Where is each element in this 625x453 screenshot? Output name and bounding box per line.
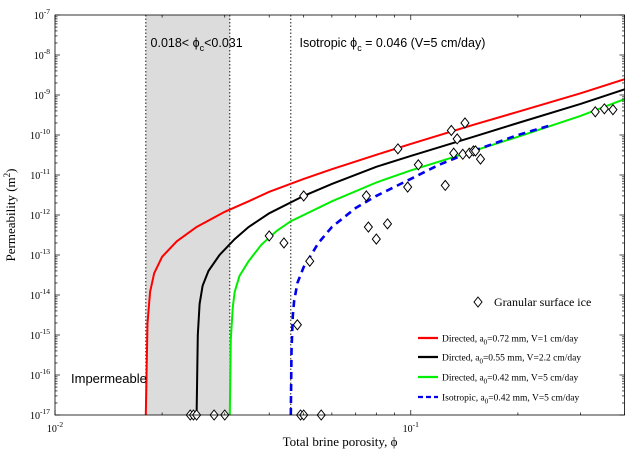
series-line-0 — [144, 78, 625, 416]
scatter-point — [470, 145, 481, 157]
x-axis-label: Total brine porosity, ϕ — [283, 434, 398, 449]
x-tick-label: 10-1 — [403, 420, 419, 435]
y-tick-label: 10-8 — [34, 47, 50, 62]
series-line-1 — [195, 88, 625, 416]
scatter-point — [449, 147, 459, 160]
y-tick-label: 10-14 — [30, 287, 50, 302]
scatter-point — [279, 237, 289, 249]
scatter-point — [371, 233, 381, 245]
scatter-point — [608, 103, 618, 116]
scatter-point — [460, 117, 470, 129]
y-tick-label: 10-10 — [30, 127, 50, 142]
scatter-point — [382, 218, 393, 230]
scatter-point — [452, 133, 462, 145]
y-tick-label: 10-16 — [30, 367, 50, 382]
scatter-point — [413, 158, 423, 171]
model-curves — [144, 78, 625, 416]
y-tick-label: 10-15 — [30, 327, 50, 342]
legend-line-label: Directed, a0=0.72 mm, V=1 cm/day — [442, 335, 578, 347]
legend-scatter-marker — [473, 296, 483, 308]
axis-ticks — [54, 14, 625, 416]
scatter-point — [363, 221, 374, 233]
scatter-point — [361, 190, 371, 202]
impermeable-annotation: Impermeable — [71, 371, 147, 386]
scatter-point — [446, 124, 456, 137]
y-tick-label: 10-9 — [34, 87, 50, 102]
y-tick-label: 10-17 — [30, 407, 50, 422]
scatter-point — [264, 230, 274, 242]
scatter-point — [299, 190, 309, 202]
critical-porosity-band — [145, 15, 230, 415]
y-tick-label: 10-13 — [30, 247, 50, 262]
scatter-point — [403, 181, 413, 193]
legend-line-label: Directed, a0=0.42 mm, V=5 cm/day — [442, 374, 578, 386]
scatter-point — [393, 143, 403, 155]
scatter-point — [292, 318, 303, 331]
y-axis-label: Permeability (m2) — [2, 169, 18, 262]
series-line-3 — [289, 123, 553, 416]
legend-line-label: Isotropic, a0=0.42 mm, V=5 cm/day — [442, 394, 580, 406]
series-line-2 — [228, 97, 625, 416]
axis-tick-labels: 10-1710-1610-1510-1410-1310-1210-1110-10… — [30, 7, 419, 435]
scatter-point — [440, 179, 450, 192]
shaded-band — [145, 15, 230, 415]
scatter-point — [305, 255, 315, 267]
x-tick-label: 10-2 — [47, 420, 63, 435]
y-tick-label: 10-11 — [30, 167, 50, 182]
y-tick-label: 10-7 — [34, 7, 50, 22]
scatter-point — [475, 153, 486, 165]
scatter-point — [590, 106, 600, 118]
legend: Granular surface ice Directed, a0=0.72 mm… — [418, 295, 591, 406]
critical-band-annotation: 0.018< ϕc<0.031 — [151, 36, 243, 53]
y-tick-label: 10-12 — [30, 207, 50, 222]
isotropic-critical-annotation: Isotropic ϕc = 0.046 (V=5 cm/day) — [299, 36, 485, 53]
legend-line-label: Dircted, a0=0.55 mm, V=2.2 cm/day — [442, 354, 581, 366]
legend-scatter-label: Granular surface ice — [494, 295, 591, 309]
scatter-point — [599, 103, 610, 115]
